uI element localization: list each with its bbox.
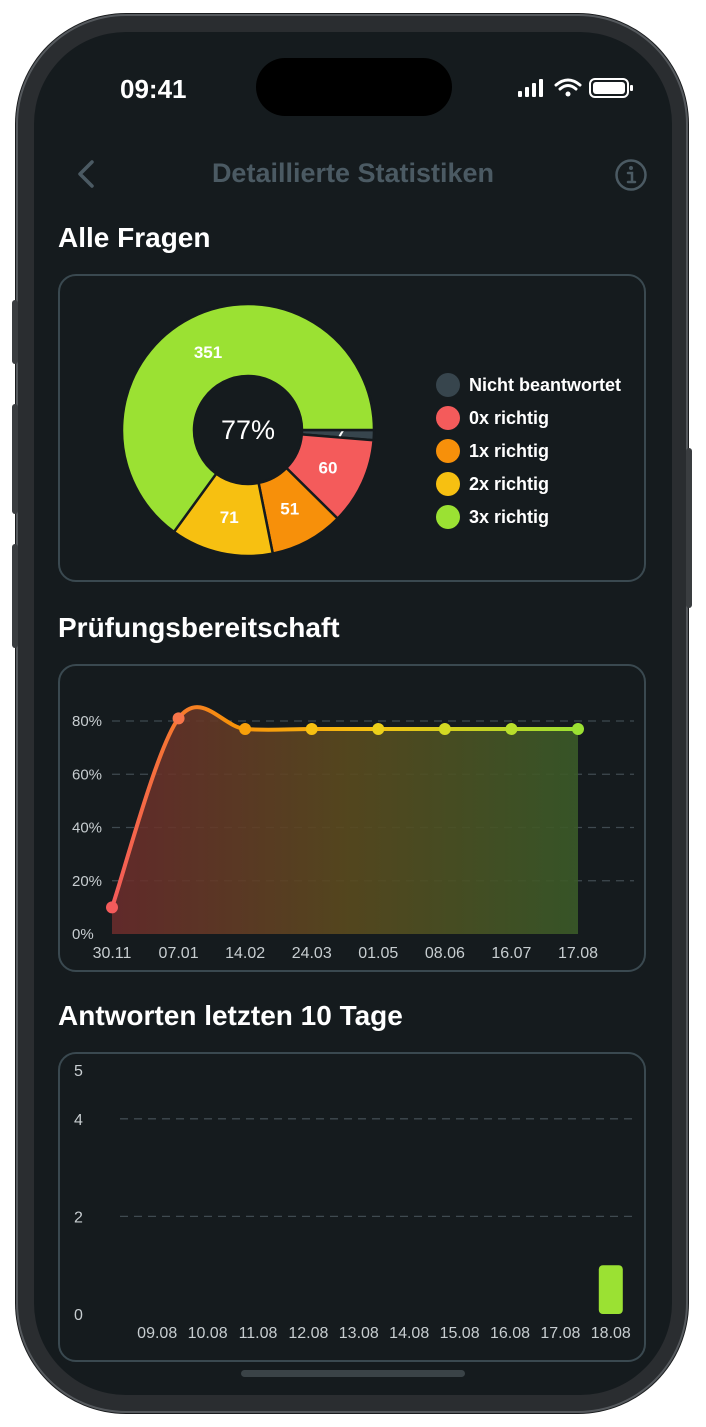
- pie-value-label: 351: [194, 343, 222, 362]
- readiness-point: [438, 722, 451, 735]
- x-tick-label: 17.08: [540, 1325, 580, 1342]
- pie-value-label: 71: [220, 508, 239, 527]
- pie-center-label: 77%: [221, 415, 275, 445]
- answers-chart: 0 2 4 5 09.08 10.08 11.08 12.08 13.08 14.08 15.08 1…: [74, 1063, 634, 1342]
- readiness-point: [239, 722, 252, 735]
- legend-swatch: [436, 505, 460, 529]
- back-chevron-icon[interactable]: [68, 154, 108, 194]
- x-tick-label: 16.07: [491, 945, 531, 962]
- x-tick-label: 09.08: [137, 1325, 177, 1342]
- pie-value-label: 60: [319, 459, 338, 478]
- x-tick-label: 12.08: [288, 1325, 328, 1342]
- legend-item: Nicht beantwortet: [436, 370, 621, 400]
- pie-slice: [120, 302, 376, 534]
- home-indicator: [241, 1370, 465, 1377]
- wifi-icon: [554, 78, 582, 97]
- status-time: 09:41: [120, 74, 187, 104]
- pie-chart-card: 7 60 51 71 351 77% Nicht beantwortet 0x richti…: [58, 274, 646, 582]
- readiness-point: [572, 722, 584, 735]
- readiness-point: [505, 722, 518, 735]
- y-tick-label: 60%: [72, 766, 102, 783]
- y-tick-label: 80%: [72, 713, 102, 730]
- info-icon[interactable]: [614, 158, 648, 192]
- pie-value-label: 51: [280, 499, 299, 518]
- y-tick-label: 20%: [72, 873, 102, 890]
- y-tick-label: 0: [74, 1307, 83, 1324]
- y-tick-label: 4: [74, 1112, 83, 1129]
- x-tick-label: 01.05: [358, 945, 398, 962]
- x-tick-label: 18.08: [591, 1325, 631, 1342]
- legend-label: 2x richtig: [469, 473, 550, 494]
- section-title-answers: Antworten letzten 10 Tage: [58, 1000, 403, 1031]
- x-tick-label: 14.08: [389, 1325, 429, 1342]
- legend-swatch: [436, 472, 460, 496]
- app-screen: 09:41 Detaillierte Statistiken Alle Frag…: [34, 32, 672, 1395]
- section-title-readiness: Prüfungsbereitschaft: [58, 612, 340, 643]
- bar-chart-card: 0 2 4 5 09.08 10.08 11.08 12.08 13.08 14.08 15.08 1…: [58, 1052, 646, 1362]
- x-tick-label: 08.06: [425, 945, 465, 962]
- pie-value-label: 7: [335, 426, 344, 445]
- signal-icon: [518, 79, 543, 97]
- legend-label: Nicht beantwortet: [469, 374, 622, 395]
- x-tick-label: 14.02: [225, 945, 265, 962]
- readiness-point: [305, 722, 318, 735]
- x-tick-label: 10.08: [188, 1325, 228, 1342]
- silent-switch: [12, 300, 18, 364]
- x-tick-label: 11.08: [239, 1325, 278, 1342]
- legend-swatch: [436, 406, 460, 430]
- legend-swatch: [436, 373, 460, 397]
- legend-label: 0x richtig: [469, 407, 550, 428]
- legend-swatch: [436, 439, 460, 463]
- battery-icon: [589, 78, 633, 98]
- x-tick-label: 30.11: [93, 945, 132, 962]
- page-title: Detaillierte Statistiken: [211, 158, 495, 188]
- readiness-area: [112, 707, 578, 934]
- line-chart-card: 0% 20% 40% 60% 80% 30.11 07.01 14.02 24.03 01.05 0…: [58, 664, 646, 972]
- x-tick-label: 07.01: [159, 945, 199, 962]
- y-tick-label: 2: [74, 1209, 83, 1226]
- legend-item: 3x richtig: [436, 502, 549, 532]
- readiness-chart: 0% 20% 40% 60% 80% 30.11 07.01 14.02 24.03 01.05 0…: [72, 705, 634, 962]
- x-tick-label: 24.03: [292, 945, 332, 962]
- power-button: [686, 448, 692, 608]
- y-tick-label: 0%: [72, 926, 94, 943]
- section-title-all-questions: Alle Fragen: [58, 222, 211, 253]
- readiness-point: [106, 901, 118, 914]
- legend-label: 3x richtig: [469, 506, 550, 527]
- x-tick-label: 16.08: [490, 1325, 530, 1342]
- status-icons: [518, 78, 633, 98]
- pie-chart: 7 60 51 71 351 77%: [120, 302, 376, 558]
- y-tick-label: 5: [74, 1063, 83, 1080]
- volume-down-button: [12, 544, 18, 648]
- bar: [598, 1265, 623, 1314]
- legend-label: 1x richtig: [469, 440, 550, 461]
- legend-item: 0x richtig: [436, 403, 549, 433]
- y-tick-label: 40%: [72, 820, 102, 837]
- x-tick-label: 17.08: [558, 945, 598, 962]
- readiness-point: [172, 712, 185, 725]
- x-tick-label: 13.08: [339, 1325, 379, 1342]
- x-tick-label: 15.08: [440, 1325, 480, 1342]
- legend-item: 1x richtig: [436, 436, 549, 466]
- readiness-point: [372, 722, 385, 735]
- dynamic-island: [256, 58, 452, 116]
- legend-item: 2x richtig: [436, 469, 549, 499]
- volume-up-button: [12, 404, 18, 514]
